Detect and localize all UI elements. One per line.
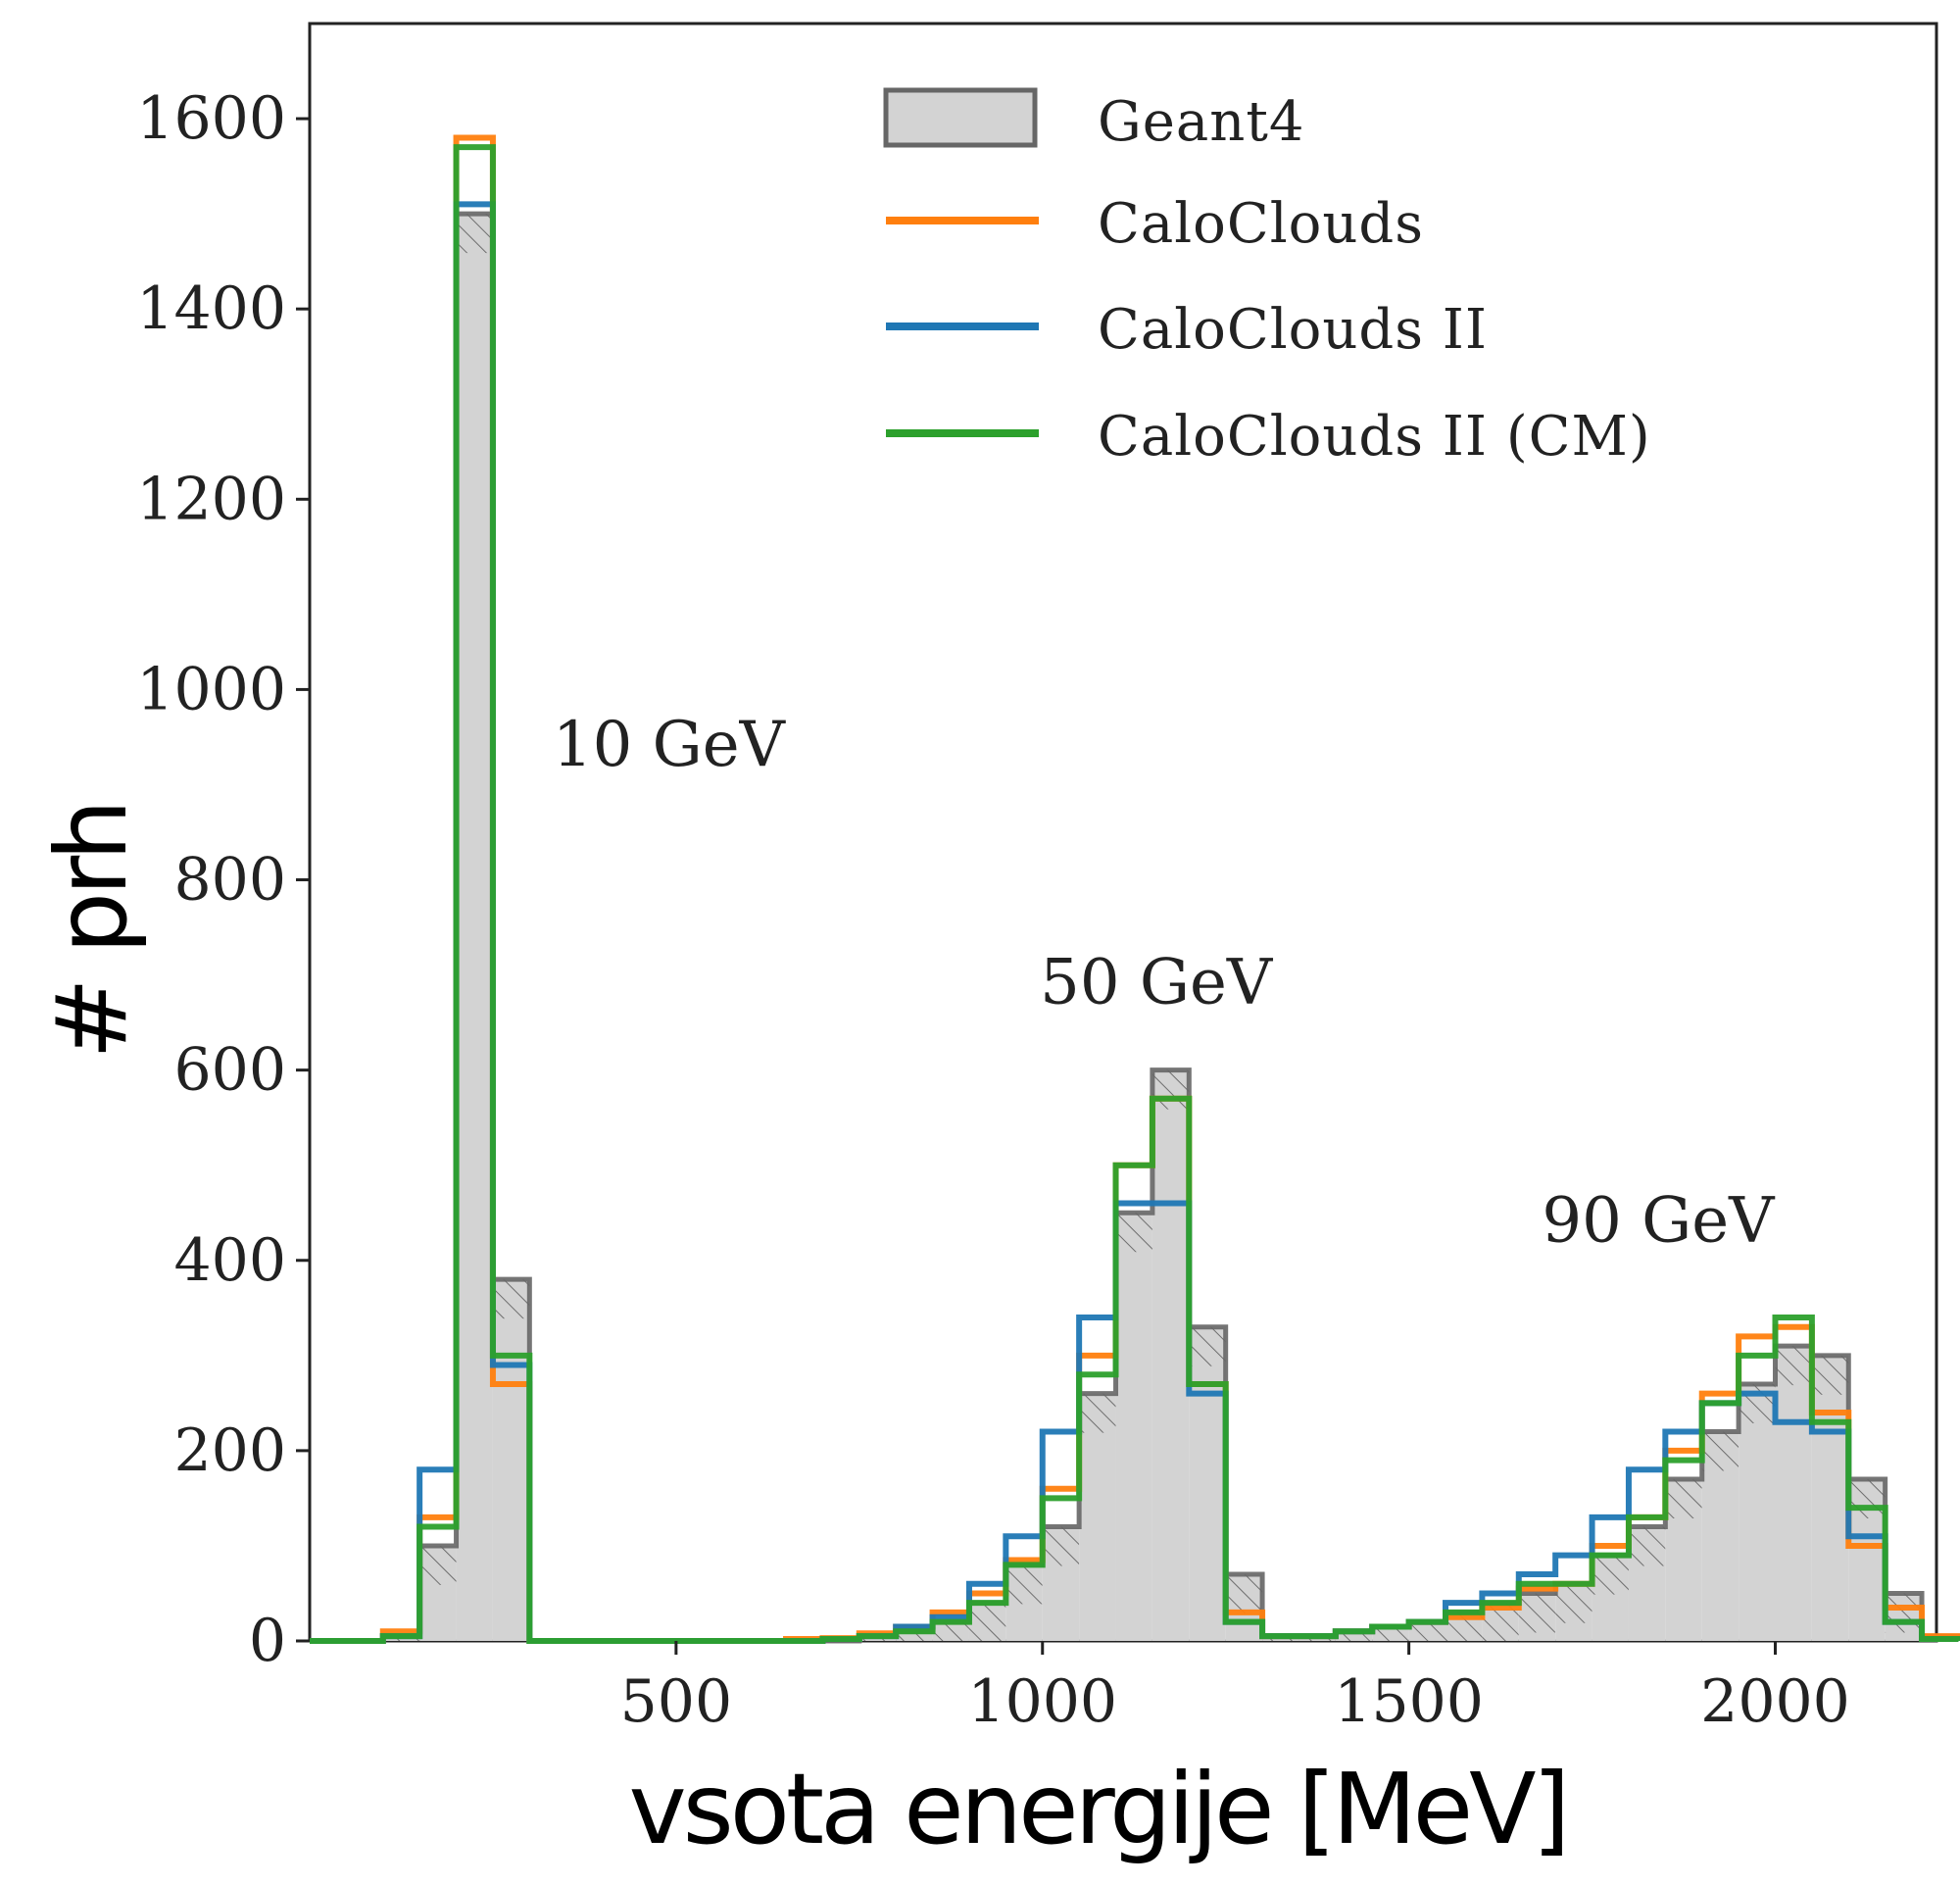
x-axis-title: vsota energije [MeV]	[628, 1752, 1566, 1866]
geant4-bar	[1115, 1213, 1152, 1641]
y-tick-label: 200	[173, 1416, 286, 1485]
geant4-bar-hatch	[419, 1545, 457, 1585]
y-axis-title: # prh	[34, 803, 149, 1060]
geant4-bar-hatch	[1701, 1431, 1740, 1471]
geant4-bar-hatch	[1628, 1526, 1666, 1566]
y-tick-label: 1400	[136, 274, 286, 343]
geant4-bar-hatch	[1005, 1564, 1043, 1605]
legend-item-calocouds-ii: CaloClouds II	[886, 298, 1488, 362]
legend-calocouds-label: CaloClouds	[1098, 192, 1424, 256]
geant4-bar-hatch	[456, 214, 493, 254]
y-axis-ticks: 0 200 400 600 800 1000 1200 1400 1600	[136, 84, 310, 1675]
geant4-bar	[1811, 1355, 1849, 1641]
geant4-bar-hatch	[1811, 1355, 1849, 1395]
legend-item-calocouds: CaloClouds	[886, 192, 1424, 256]
geant4-bar	[1775, 1346, 1812, 1641]
peak-annotations: 10 GeV 50 GeV 90 GeV	[553, 709, 1776, 1257]
histogram-steps	[310, 134, 1960, 1644]
geant4-bar-hatch	[1518, 1593, 1556, 1633]
geant4-bar-hatch	[1042, 1526, 1080, 1566]
geant4-bar-hatch	[1335, 1631, 1373, 1641]
geant4-bar-hatch	[1079, 1393, 1116, 1433]
geant4-bar	[1189, 1326, 1226, 1641]
x-tick-label: 1000	[967, 1667, 1117, 1736]
legend-geant4-patch	[883, 87, 1038, 148]
geant4-bar-hatch	[1885, 1593, 1923, 1633]
x-tick-label: 1500	[1334, 1667, 1484, 1736]
x-tick-label: 500	[620, 1667, 733, 1736]
geant4-bar-hatch	[1189, 1326, 1226, 1366]
x-tick-label: 2000	[1700, 1667, 1850, 1736]
geant4-bar-hatch	[1408, 1621, 1446, 1641]
geant4-bar	[1739, 1383, 1776, 1641]
geant4-bar-hatch	[1225, 1574, 1263, 1614]
geant4-bar-hatch	[1775, 1346, 1812, 1386]
geant4-bar	[456, 214, 493, 1641]
calocouds-ii-cm-step-line	[310, 144, 1960, 1644]
y-tick-label: 400	[173, 1226, 286, 1295]
histogram-bars	[382, 214, 1959, 1641]
geant4-bar-hatch	[932, 1621, 969, 1641]
geant4-bar-hatch	[1592, 1555, 1629, 1595]
geant4-bar-hatch	[896, 1631, 933, 1641]
geant4-bar-hatch	[1372, 1626, 1409, 1641]
y-tick-label: 600	[173, 1036, 286, 1105]
peak-label: 90 GeV	[1542, 1184, 1776, 1257]
geant4-bar-hatch	[1555, 1583, 1592, 1623]
y-tick-label: 1000	[136, 655, 286, 723]
geant4-bar-hatch	[968, 1603, 1006, 1641]
legend-geant4-label: Geant4	[1098, 90, 1304, 154]
geant4-bar-hatch	[1739, 1383, 1776, 1423]
legend-calocouds-ii-label: CaloClouds II	[1098, 298, 1488, 362]
geant4-bar	[1079, 1393, 1116, 1641]
x-axis-ticks: 500 1000 1500 2000	[620, 1641, 1850, 1736]
y-tick-label: 1200	[136, 465, 286, 533]
y-tick-label: 800	[173, 846, 286, 915]
legend-item-geant4: Geant4	[883, 87, 1304, 154]
peak-label: 50 GeV	[1040, 947, 1274, 1019]
geant4-bar-hatch	[492, 1279, 530, 1319]
peak-label: 10 GeV	[553, 709, 787, 781]
y-tick-label: 0	[249, 1607, 286, 1675]
geant4-bar	[1152, 1069, 1190, 1641]
legend: Geant4 CaloClouds CaloClouds II CaloClou…	[883, 87, 1651, 469]
geant4-bar-hatch	[1665, 1479, 1702, 1518]
geant4-bar	[492, 1279, 530, 1641]
geant4-bar-hatch	[1848, 1479, 1886, 1518]
geant4-bar-hatch	[1115, 1213, 1152, 1253]
geant4-bar-hatch	[1152, 1069, 1190, 1110]
legend-calocouds-ii-cm-label: CaloClouds II (CM)	[1098, 405, 1651, 469]
y-tick-label: 1600	[136, 84, 286, 153]
legend-item-calocouds-ii-cm: CaloClouds II (CM)	[886, 405, 1651, 469]
